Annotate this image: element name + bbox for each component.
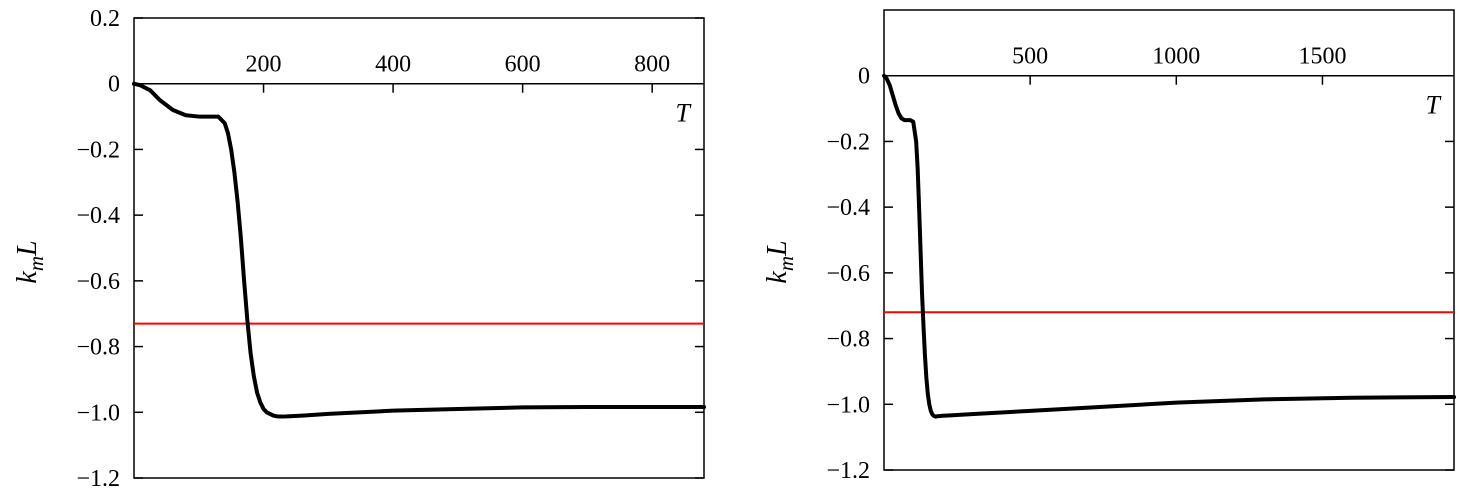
y-tick-label: −0.4	[76, 203, 120, 229]
y-axis-label-main: k	[762, 271, 793, 284]
y-tick-label: −1.0	[76, 400, 120, 426]
y-tick-label: 0	[108, 72, 120, 98]
y-tick-label: 0.2	[90, 6, 120, 32]
x-tick-label: 400	[375, 52, 411, 78]
y-tick-label: 0	[858, 64, 870, 90]
x-tick-label: 800	[634, 52, 670, 78]
series-line	[882, 73, 1456, 419]
y-tick-label: −0.2	[76, 137, 120, 163]
y-tick-label: −0.8	[76, 335, 120, 361]
y-tick-label: −1.0	[826, 392, 870, 418]
series-line	[132, 81, 706, 419]
plot-frame	[133, 17, 705, 479]
y-axis-label-main: k	[12, 271, 43, 284]
y-tick-label: −1.2	[76, 466, 120, 492]
right-chart-panel: 500 1000 1500 T 0 −0.2 −0.4 −0.6 −0.8 −1.0 −1.2 kmL	[762, 9, 1456, 484]
y-axis-label-tail: L	[762, 240, 793, 257]
y-tick-label: −0.8	[826, 327, 870, 353]
y-tick-label: −1.2	[826, 458, 870, 484]
x-axis-label: T	[676, 99, 692, 128]
y-axis-label: kmL	[12, 240, 48, 283]
x-tick-label: 500	[1012, 44, 1048, 70]
y-axis-label-tail: L	[12, 240, 43, 257]
x-tick-label: 600	[505, 52, 541, 78]
x-tick-label: 200	[246, 52, 282, 78]
x-tick-label: 1000	[1152, 44, 1200, 70]
y-tick-label: −0.6	[826, 261, 870, 287]
x-tick-label: 1500	[1298, 44, 1346, 70]
y-tick-label: −0.6	[76, 269, 120, 295]
plot-frame	[883, 9, 1455, 471]
y-tick-label: −0.2	[826, 129, 870, 155]
y-axis-label: kmL	[762, 240, 798, 283]
x-axis-label: T	[1426, 91, 1442, 120]
y-tick-label: −0.4	[826, 195, 870, 221]
y-axis-label-subscript: m	[24, 256, 48, 271]
y-axis-label-subscript: m	[774, 256, 798, 271]
